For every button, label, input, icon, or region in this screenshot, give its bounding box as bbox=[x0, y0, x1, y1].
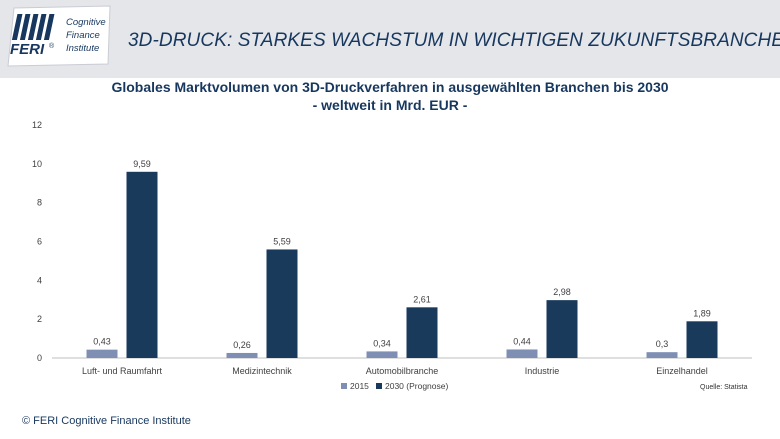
logo-line-1: Cognitive bbox=[66, 17, 106, 28]
x-tick-label: Medizintechnik bbox=[232, 366, 292, 376]
bar-series2 bbox=[546, 300, 578, 358]
bar-series1 bbox=[226, 352, 258, 358]
legend-label: 2015 bbox=[350, 381, 369, 391]
data-label: 2,61 bbox=[413, 294, 431, 304]
bar-series1 bbox=[86, 349, 118, 358]
x-tick-label: Automobilbranche bbox=[366, 366, 439, 376]
logo-line-2: Finance bbox=[66, 30, 100, 41]
data-label: 0,3 bbox=[656, 339, 669, 349]
chart-subtitle: - weltweit in Mrd. EUR - bbox=[312, 97, 468, 113]
logo-line-3: Institute bbox=[66, 43, 99, 54]
legend-label: 2030 (Prognose) bbox=[385, 381, 448, 391]
bar-series2 bbox=[406, 307, 438, 358]
x-tick-label: Industrie bbox=[525, 366, 560, 376]
y-tick-label: 4 bbox=[37, 275, 42, 285]
y-tick-label: 0 bbox=[37, 353, 42, 363]
logo-brand: FERI bbox=[10, 41, 45, 58]
data-label: 0,44 bbox=[513, 336, 531, 346]
logo-registered: ® bbox=[49, 42, 55, 50]
data-label: 2,98 bbox=[553, 287, 571, 297]
bar-series2 bbox=[266, 249, 298, 358]
x-tick-label: Einzelhandel bbox=[656, 366, 708, 376]
legend-swatch bbox=[376, 383, 382, 389]
y-tick-label: 8 bbox=[37, 198, 42, 208]
bar-series1 bbox=[646, 352, 678, 358]
data-label: 0,43 bbox=[93, 337, 111, 347]
source-note: Quelle: Statista bbox=[700, 384, 748, 391]
chart-title: Globales Marktvolumen von 3D-Druckverfah… bbox=[111, 79, 669, 95]
page-headline: 3D-DRUCK: STARKES WACHSTUM IN WICHTIGEN … bbox=[128, 30, 780, 51]
bar-series2 bbox=[686, 321, 718, 358]
data-label: 0,34 bbox=[373, 338, 391, 348]
y-tick-label: 10 bbox=[32, 159, 42, 169]
copyright-footer: © FERI Cognitive Finance Institute bbox=[22, 415, 191, 427]
data-label: 9,59 bbox=[133, 159, 151, 169]
y-tick-label: 6 bbox=[37, 237, 42, 247]
y-tick-label: 12 bbox=[32, 120, 42, 130]
legend-swatch bbox=[341, 383, 347, 389]
data-label: 5,59 bbox=[273, 236, 291, 246]
bar-series1 bbox=[506, 349, 538, 358]
bar-series2 bbox=[126, 171, 158, 358]
bar-series1 bbox=[366, 351, 398, 358]
x-tick-label: Luft- und Raumfahrt bbox=[82, 366, 163, 376]
feri-logo: FERI ® Cognitive Finance Institute bbox=[7, 5, 111, 67]
data-label: 1,89 bbox=[693, 308, 711, 318]
logo-bars bbox=[11, 14, 55, 40]
data-label: 0,26 bbox=[233, 340, 251, 350]
bar-chart: 0 2 4 6 8 10 12 0,43 9,59 Luft- und Raumfahrt 0,26… bbox=[32, 120, 752, 391]
y-tick-label: 2 bbox=[37, 314, 42, 324]
header-band bbox=[0, 0, 780, 78]
